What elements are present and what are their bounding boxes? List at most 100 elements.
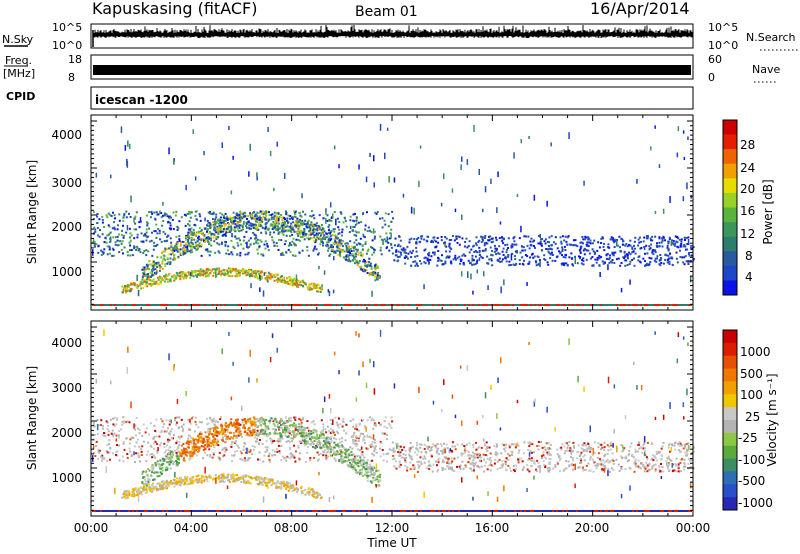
echo-cell [108,451,111,454]
echo-cell [150,271,153,274]
echo-cell [260,510,262,512]
echo-cell [134,510,136,512]
echo-cell [254,234,257,237]
echo-cell [256,277,259,280]
echo-cell [116,235,119,238]
echo-cell [272,241,275,244]
echo-cell [615,458,618,461]
echo-cell [204,451,206,454]
echo-cell [241,227,244,230]
echo-cell [490,258,493,260]
echo-cell [244,271,247,274]
echo-cell [370,443,373,446]
echo-cell [279,280,282,283]
echo-cell [606,304,608,306]
echo-cell [315,224,318,227]
echo-cell [658,164,661,169]
echo-cell [284,240,287,243]
echo-cell [262,290,265,297]
echo-cell [264,230,267,233]
echo-cell [183,244,186,247]
echo-cell [424,450,427,453]
echo-cell [628,510,630,512]
echo-cell [245,223,248,225]
echo-cell [632,304,634,306]
echo-cell [330,202,332,208]
echo-cell [180,253,183,255]
echo-cell [249,275,251,278]
echo-cell [246,273,248,276]
echo-cell [268,211,270,214]
echo-cell [238,273,241,276]
echo-cell [102,253,105,255]
echo-cell [389,237,391,240]
echo-cell [349,252,351,254]
echo-cell [406,257,409,260]
echo-cell [656,257,659,260]
echo-cell [212,221,215,224]
echo-cell [258,245,261,248]
echo-cell [388,304,390,306]
echo-cell [364,510,366,512]
echo-cell [291,453,294,456]
echo-cell [315,237,318,240]
echo-cell [206,229,209,232]
echo-cell [184,274,187,277]
echo-cell [504,257,507,260]
echo-cell [680,243,683,245]
echo-cell [197,426,200,429]
echo-cell [661,245,664,248]
echo-cell [648,245,651,248]
echo-cell [629,260,632,263]
echo-cell [135,211,138,214]
echo-cell [305,283,307,286]
echo-cell [96,304,98,306]
echo-cell [636,510,638,512]
echo-cell [461,237,464,240]
echo-cell [293,279,296,282]
echo-cell [164,265,167,268]
echo-cell [636,304,638,306]
echo-cell [328,254,331,257]
echo-cell [358,265,361,268]
echo-cell [237,446,240,449]
echo-cell [160,251,163,254]
echo-cell [415,250,418,253]
echo-cell [384,304,386,306]
echo-cell [404,454,407,457]
echo-cell [476,456,479,459]
echo-cell [580,245,583,248]
echo-cell [115,454,118,456]
echo-cell [273,231,275,234]
echo-cell [646,252,649,255]
echo-cell [404,255,407,258]
power-scatter [92,123,695,306]
echo-cell [195,248,198,251]
echo-cell [443,173,445,180]
echo-cell [674,304,676,306]
echo-cell [180,418,183,421]
echo-cell [238,230,241,232]
echo-cell [646,235,649,238]
echo-cell [107,224,110,227]
echo-cell [303,229,306,232]
echo-cell [301,249,304,252]
echo-cell [128,227,131,230]
echo-cell [679,458,682,461]
echo-cell [285,212,288,215]
colorbar-segment [723,178,737,194]
echo-cell [521,249,524,252]
echo-cell [455,237,458,240]
velocity-panel: Slant Range [km] 4000 3000 2000 1000 100… [25,320,779,517]
echo-cell [209,418,212,421]
echo-cell [543,456,546,459]
echo-cell [688,304,690,306]
echo-cell [316,290,318,293]
echo-cell [144,304,146,306]
echo-cell [350,304,352,306]
echo-cell [220,273,223,276]
echo-cell [190,244,193,247]
echo-cell [293,282,296,285]
echo-cell [504,244,507,247]
echo-cell [113,221,115,224]
